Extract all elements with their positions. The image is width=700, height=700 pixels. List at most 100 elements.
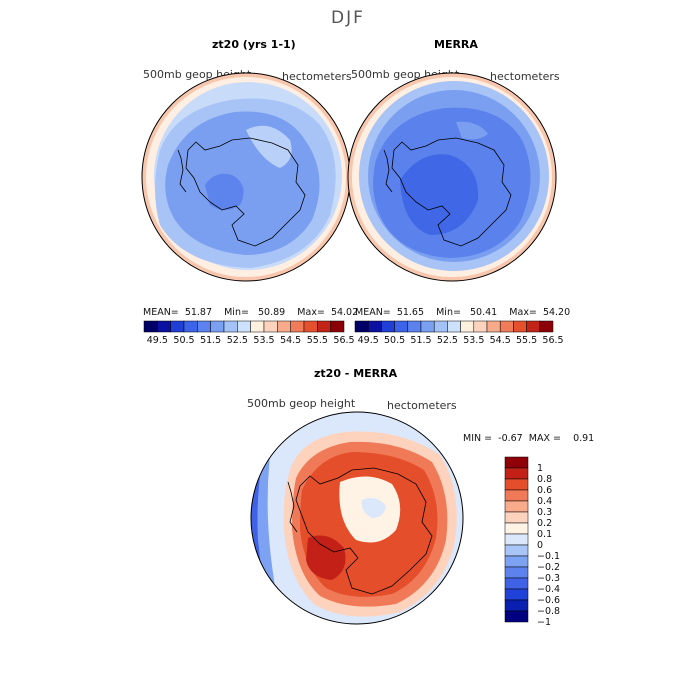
colorbar-3-tick-label: −0.2: [537, 562, 560, 573]
colorbar-3-tick-label: −0.8: [537, 606, 560, 617]
panel2-min-value: 50.41: [470, 307, 498, 318]
colorbar-1-swatch: [290, 320, 305, 333]
panel2-mean-value: 51.65: [396, 307, 425, 318]
colorbar-1-tick-label: 54.5: [280, 335, 301, 346]
colorbar-1-swatch: [237, 320, 251, 333]
panel3-max-label: MAX =: [528, 433, 561, 444]
map2-border: [347, 72, 557, 282]
colorbar-3-tick-label: −0.4: [537, 584, 560, 595]
map1-coastline-antarctica: [185, 137, 306, 247]
panel1-mean-label: MEAN=: [143, 307, 179, 318]
colorbar-3-tick-label: −0.3: [537, 573, 560, 584]
colorbar-2-swatch: [407, 320, 422, 333]
colorbar-1-swatch: [250, 320, 265, 333]
colorbar-3-tick-label: 0.8: [537, 474, 552, 485]
colorbar-1-swatch: [317, 320, 331, 333]
colorbar-3-swatch: [504, 544, 529, 557]
colorbar-2-tick-label: 52.5: [437, 335, 458, 346]
panel1-max-label: Max=: [297, 307, 325, 318]
colorbar-1-tick-label: 55.5: [307, 335, 328, 346]
colorbar-3-swatch: [504, 599, 529, 612]
colorbar-3-tick-label: 0.2: [537, 518, 552, 529]
colorbar-2-swatch: [486, 320, 501, 333]
colorbar-3-tick-label: −0.1: [537, 551, 560, 562]
colorbar-1-swatch: [330, 320, 345, 333]
colorbar-3-swatch: [504, 500, 529, 513]
colorbar-1-swatch: [170, 320, 185, 333]
map2: [348, 73, 556, 281]
colorbar-2-tick-label: 49.5: [358, 335, 379, 346]
colorbar-3-tick-label: 0.6: [537, 485, 552, 496]
colorbar-3-tick-label: 0.1: [537, 529, 552, 540]
colorbar-3-swatch: [504, 610, 529, 623]
colorbar-1-swatch: [223, 320, 238, 333]
colorbar-1-tick-label: 52.5: [227, 335, 248, 346]
colorbar-2-tick-label: 53.5: [463, 335, 484, 346]
colorbar-2-swatch: [473, 320, 488, 333]
panel2-units: hectometers: [490, 70, 560, 83]
colorbar-1-swatch: [277, 320, 291, 333]
panel3-units: hectometers: [387, 399, 457, 412]
map3-field-blue-center: [361, 498, 386, 518]
colorbar-2-tick-label: 51.5: [410, 335, 431, 346]
colorbar-1-swatch: [183, 320, 198, 333]
panel1-stats: MEAN= 51.87 Min= 50.89 Max= 54.02: [143, 307, 358, 318]
colorbar-2-swatch: [367, 320, 382, 333]
colorbar-3-swatch: [504, 577, 529, 590]
colorbar-3-swatch: [504, 478, 529, 491]
map1: [142, 73, 350, 281]
colorbar-2-tick-label: 55.5: [516, 335, 537, 346]
colorbar-1-tick-label: 56.5: [333, 335, 354, 346]
colorbar-3-swatch: [504, 511, 529, 524]
colorbar-3-swatch: [504, 467, 529, 480]
colorbar-3-tick-label: 0.3: [537, 507, 552, 518]
panel3-min-label: MIN =: [463, 433, 493, 444]
colorbar-3-tick-label: −1: [537, 617, 551, 628]
colorbar-1-tick-label: 51.5: [200, 335, 221, 346]
colorbar-2-tick-label: 54.5: [490, 335, 511, 346]
panel2-max-value: 54.20: [542, 307, 571, 318]
colorbar-2-swatch: [460, 320, 475, 333]
colorbar-1-swatch: [157, 320, 171, 333]
panel3-min-value: -0.67: [498, 433, 523, 444]
panel3-max-value: 0.91: [573, 433, 595, 444]
map2-field-low: [400, 154, 479, 235]
colorbar-2-swatch: [394, 320, 409, 333]
colorbar-3-tick-label: 0: [537, 540, 543, 551]
map1-field-light-patch: [246, 125, 292, 168]
map2-field-light-patch: [456, 121, 488, 140]
colorbar-3-swatch: [504, 522, 529, 535]
colorbar-2-swatch: [539, 320, 554, 333]
colorbar-2-swatch: [420, 320, 435, 333]
map2-coastline-antarctica: [391, 137, 512, 247]
panel3-stats: MIN = -0.67 MAX = 0.91: [463, 433, 594, 444]
panel1-mean-value: 51.87: [184, 307, 213, 318]
colorbar-3-tick-label: −0.6: [537, 595, 560, 606]
map3-coastline-antarctica: [295, 467, 433, 595]
colorbar-3-swatch: [504, 588, 529, 601]
colorbar-3: 10.80.60.40.30.20.10−0.1−0.2−0.3−0.4−0.6…: [504, 456, 560, 628]
colorbar-2-swatch: [354, 320, 369, 333]
map3-border: [250, 411, 464, 625]
map1-field-low: [205, 173, 244, 210]
colorbar-2-swatch: [513, 320, 527, 333]
colorbar-1-tick-label: 49.5: [147, 335, 168, 346]
colorbar-1: 49.5 50.5 51.5 52.5 53.5 54.5 55.5 56.5: [143, 320, 355, 346]
colorbar-3-swatch: [504, 533, 529, 546]
colorbar-1-swatch: [263, 320, 278, 333]
figure-title: DJF: [331, 8, 365, 28]
map3: [251, 412, 463, 624]
colorbar-1-tick-label: 53.5: [253, 335, 274, 346]
colorbar-1-swatch: [303, 320, 318, 333]
panel2-max-label: Max=: [509, 307, 537, 318]
colorbar-2-swatch: [381, 320, 395, 333]
map3-coastline-south-america: [287, 481, 298, 533]
colorbar-2-swatch: [447, 320, 461, 333]
colorbar-3-swatch: [504, 489, 529, 502]
map3-field-deep-red: [306, 535, 346, 580]
panel1-title: zt20 (yrs 1-1): [212, 38, 296, 51]
map1-coastline-south-america: [177, 149, 187, 193]
colorbar-2-swatch: [499, 320, 514, 333]
colorbar-1-swatch: [197, 320, 211, 333]
